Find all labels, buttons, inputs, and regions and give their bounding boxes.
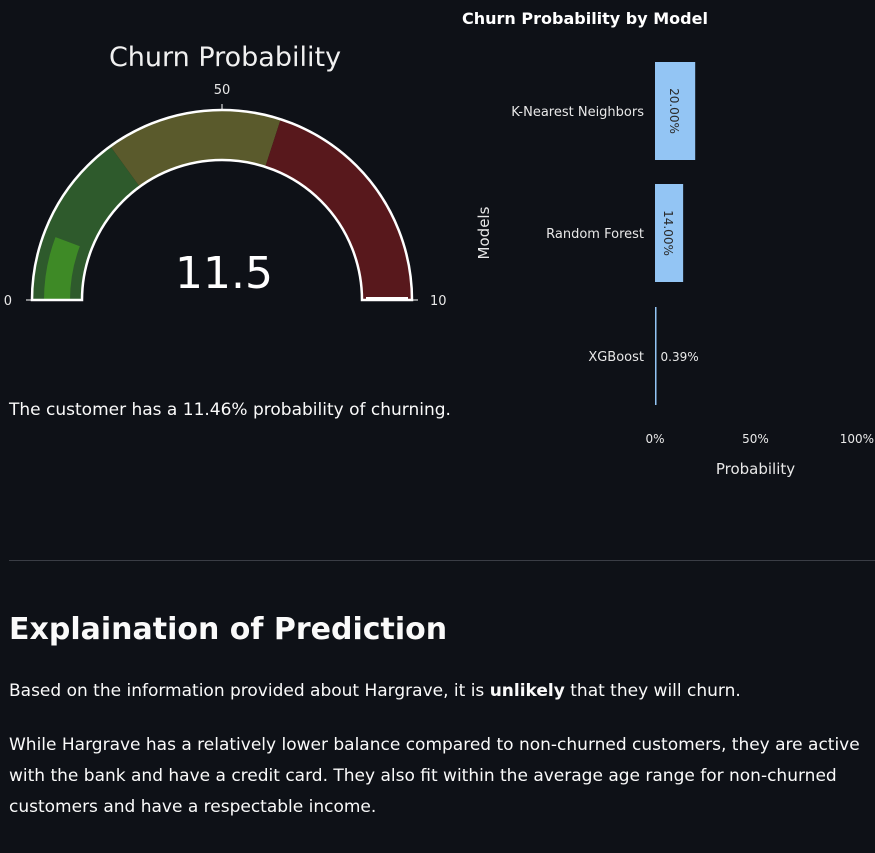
bar-2 — [655, 184, 684, 282]
gauge-tick-label-min: 0 — [4, 294, 12, 309]
model-bar-chart: Churn Probability by Model K-Nearest Neig… — [455, 0, 875, 500]
gauge-band-2 — [110, 110, 281, 187]
bar-1 — [655, 62, 696, 160]
explanation-summary: Based on the information provided about … — [9, 678, 871, 704]
x-tick-label-2: 50% — [742, 432, 769, 446]
x-axis-label: Probability — [716, 460, 795, 478]
summary-bold-word: unlikely — [489, 681, 565, 701]
summary-text-before: Based on the information provided about … — [9, 681, 490, 701]
bar-value-label-2: 14.00% — [661, 210, 675, 256]
gauge-outline — [30, 108, 414, 302]
y-axis-label: Models — [475, 206, 493, 259]
churn-caption: The customer has a 11.46% probability of… — [9, 400, 451, 420]
churn-gauge: Churn Probability 0 50 10 11.5 — [0, 0, 450, 340]
bar-chart-title: Churn Probability by Model — [462, 9, 708, 28]
category-label-1: K-Nearest Neighbors — [511, 105, 644, 120]
x-tick-label-3: 100% — [840, 432, 874, 446]
summary-text-after: that they will churn. — [564, 681, 741, 701]
gauge-value-text: 11.5 — [175, 248, 273, 299]
divider — [9, 560, 875, 561]
bar-value-label-1: 20.00% — [667, 88, 681, 134]
gauge-band-3 — [265, 119, 412, 301]
explanation-heading: Explaination of Prediction — [9, 612, 448, 647]
category-label-3: XGBoost — [588, 350, 644, 365]
gauge-svg: 0 50 10 11.5 — [4, 83, 447, 309]
category-label-2: Random Forest — [546, 227, 644, 242]
gauge-tick-label-max: 10 — [430, 294, 447, 309]
gauge-value-bar — [44, 237, 80, 300]
gauge-tick-label-mid: 50 — [214, 83, 231, 98]
bar-chart-svg: Churn Probability by Model K-Nearest Neig… — [462, 9, 874, 478]
bar-value-label-3: 0.39% — [661, 350, 699, 364]
gauge-title: Churn Probability — [108, 42, 342, 73]
x-tick-label-1: 0% — [645, 432, 664, 446]
bar-3 — [655, 307, 657, 405]
explanation-detail: While Hargrave has a relatively lower ba… — [9, 735, 860, 817]
